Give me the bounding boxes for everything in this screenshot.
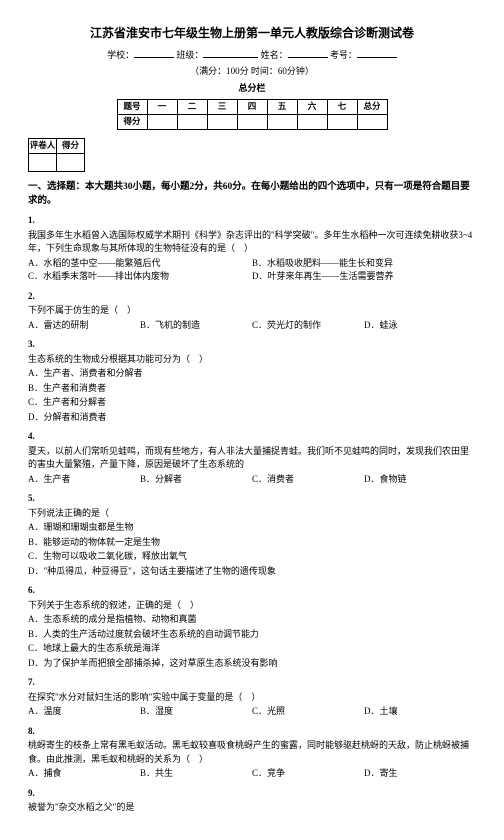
score-h4: 四 bbox=[237, 99, 267, 114]
q2-B: B．飞机的制造 bbox=[140, 319, 252, 333]
q6-A: A．生态系统的成分是指植物、动物和真菌 bbox=[28, 613, 476, 627]
q5-num: 5. bbox=[28, 492, 476, 506]
score-r2-head: 得分 bbox=[117, 114, 147, 129]
q3-B: B．生产者和消费者 bbox=[28, 382, 476, 396]
q7-A: A．温度 bbox=[28, 705, 140, 719]
grader-h2: 得分 bbox=[57, 138, 85, 153]
q5-D: D．"种瓜得瓜，种豆得豆"，这句话主要描述了生物的遗传现象 bbox=[28, 565, 476, 579]
q3-body: 生态系统的生物成分根据其功能可分为（ ） bbox=[28, 353, 476, 367]
q3-opts: A．生产者、消费者和分解者 B．生产者和消费者 C．生产者和分解者 D．分解者和… bbox=[28, 367, 476, 424]
info-line-1: 学校： 班级： 姓名： 考号： bbox=[28, 48, 476, 63]
score-cell bbox=[357, 114, 387, 129]
q5-A: A．珊瑚和珊瑚虫都是生物 bbox=[28, 521, 476, 535]
grader-table: 评卷人 得分 bbox=[28, 138, 85, 172]
score-cell bbox=[327, 114, 357, 129]
q8-body: 桃蚜寄生的枝条上常有黑毛蚁活动。黑毛蚁较喜吸食桃蚜产生的蜜露，同时能够驱赶桃蚜的… bbox=[28, 739, 476, 766]
q7-body: 在探究"水分对鼠妇生活的影响"实验中属于变量的是（ ） bbox=[28, 691, 476, 705]
score-cell bbox=[237, 114, 267, 129]
q2-A: A．雷达的研制 bbox=[28, 319, 140, 333]
grader-cell bbox=[29, 153, 57, 171]
q4-C: C．消费者 bbox=[252, 473, 364, 487]
q1-D: D．叶芽来年再生——生活需要营养 bbox=[252, 270, 476, 284]
time-line: （满分：100分 时间：60分钟） bbox=[28, 65, 476, 79]
examno-blank bbox=[357, 48, 397, 58]
school-label: 学校： bbox=[107, 50, 134, 60]
q3-D: D．分解者和消费者 bbox=[28, 411, 476, 425]
q1-B: B．水稻吸收肥料——能生长和变异 bbox=[252, 257, 476, 271]
score-h3: 三 bbox=[207, 99, 237, 114]
class-blank bbox=[203, 48, 258, 58]
grader-cell bbox=[57, 153, 85, 171]
score-h2: 二 bbox=[177, 99, 207, 114]
q3-A: A．生产者、消费者和分解者 bbox=[28, 367, 476, 381]
school-blank bbox=[134, 48, 174, 58]
q4-opts: A．生产者 B．分解者 C．消费者 D．食物链 bbox=[28, 473, 476, 487]
q3-num: 3. bbox=[28, 338, 476, 352]
q6-body: 下列关于生态系统的叙述，正确的是（ ） bbox=[28, 599, 476, 613]
q1-num: 1. bbox=[28, 214, 476, 228]
score-table: 题号 一 二 三 四 五 六 七 总分 得分 bbox=[117, 99, 388, 130]
q5-C: C．生物可以吸收二氧化碳，释放出氧气 bbox=[28, 550, 476, 564]
q2-D: D．蛙泳 bbox=[364, 319, 476, 333]
q8-D: D．寄生 bbox=[364, 767, 476, 781]
score-cell bbox=[207, 114, 237, 129]
section-1-heading: 一、选择题：本大题共30小题，每小题2分，共60分。在每小题给出的四个选项中，只… bbox=[28, 180, 476, 209]
q7-B: B．湿度 bbox=[140, 705, 252, 719]
q2-num: 2. bbox=[28, 290, 476, 304]
q6-C: C．地球上最大的生态系统是海洋 bbox=[28, 642, 476, 656]
q5-opts: A．珊瑚和珊瑚虫都是生物 B．能够运动的物体就一定是生物 C．生物可以吸收二氧化… bbox=[28, 521, 476, 578]
score-cell bbox=[177, 114, 207, 129]
score-h6: 六 bbox=[297, 99, 327, 114]
score-h8: 总分 bbox=[357, 99, 387, 114]
score-h1: 一 bbox=[147, 99, 177, 114]
q8-A: A．捕食 bbox=[28, 767, 140, 781]
name-label: 姓名： bbox=[261, 50, 288, 60]
q4-A: A．生产者 bbox=[28, 473, 140, 487]
q7-D: D．土壤 bbox=[364, 705, 476, 719]
examno-label: 考号： bbox=[330, 50, 357, 60]
q4-num: 4. bbox=[28, 430, 476, 444]
q6-B: B．人类的生产活动过度就会破坏生态系统的自动调节能力 bbox=[28, 628, 476, 642]
q7-C: C．光照 bbox=[252, 705, 364, 719]
q4-B: B．分解者 bbox=[140, 473, 252, 487]
q5-body: 下列说法正确的是（ bbox=[28, 507, 476, 521]
q7-opts: A．温度 B．湿度 C．光照 D．土壤 bbox=[28, 705, 476, 719]
q4-body: 夏天，以前人们常听见蛙鸣，而现有些地方，有人非法大量捕捉青蛙。我们听不见蛙鸣的同… bbox=[28, 445, 476, 472]
q6-D: D．为了保护羊而把狼全部捕杀掉，这对草原生态系统没有影响 bbox=[28, 657, 476, 671]
grader-h1: 评卷人 bbox=[29, 138, 57, 153]
score-cell bbox=[297, 114, 327, 129]
score-table-label: 总分栏 bbox=[28, 82, 476, 96]
score-h7: 七 bbox=[327, 99, 357, 114]
q1-opts: A．水稻的茎中空——能繁殖后代 B．水稻吸收肥料——能生长和变异 C．水稻季末落… bbox=[28, 257, 476, 284]
page-title: 江苏省淮安市七年级生物上册第一单元人教版综合诊断测试卷 bbox=[28, 24, 476, 42]
q2-C: C．荧光灯的制作 bbox=[252, 319, 364, 333]
q5-B: B．能够运动的物体就一定是生物 bbox=[28, 536, 476, 550]
q8-B: B．共生 bbox=[140, 767, 252, 781]
q3-C: C．生产者和分解者 bbox=[28, 396, 476, 410]
q8-opts: A．捕食 B．共生 C．竞争 D．寄生 bbox=[28, 767, 476, 781]
q1-A: A．水稻的茎中空——能繁殖后代 bbox=[28, 257, 252, 271]
q9-num: 9. bbox=[28, 787, 476, 801]
q1-C: C．水稻季末落叶——排出体内废物 bbox=[28, 270, 252, 284]
q6-num: 6. bbox=[28, 584, 476, 598]
class-label: 班级： bbox=[176, 50, 203, 60]
score-h0: 题号 bbox=[117, 99, 147, 114]
q1-body: 我国多年生水稻曾入选国际权威学术期刊《科学》杂志评出的"科学突破"。多年生水稻种… bbox=[28, 229, 476, 256]
q2-body: 下列不属于仿生的是（ ） bbox=[28, 304, 476, 318]
q2-opts: A．雷达的研制 B．飞机的制造 C．荧光灯的制作 D．蛙泳 bbox=[28, 319, 476, 333]
q9-body: 被誉为"杂交水稻之父"的是 bbox=[28, 801, 476, 815]
q7-num: 7. bbox=[28, 676, 476, 690]
q8-num: 8. bbox=[28, 725, 476, 739]
name-blank bbox=[288, 48, 328, 58]
q8-C: C．竞争 bbox=[252, 767, 364, 781]
score-h5: 五 bbox=[267, 99, 297, 114]
score-cell bbox=[147, 114, 177, 129]
score-cell bbox=[267, 114, 297, 129]
q4-D: D．食物链 bbox=[364, 473, 476, 487]
q6-opts: A．生态系统的成分是指植物、动物和真菌 B．人类的生产活动过度就会破坏生态系统的… bbox=[28, 613, 476, 670]
